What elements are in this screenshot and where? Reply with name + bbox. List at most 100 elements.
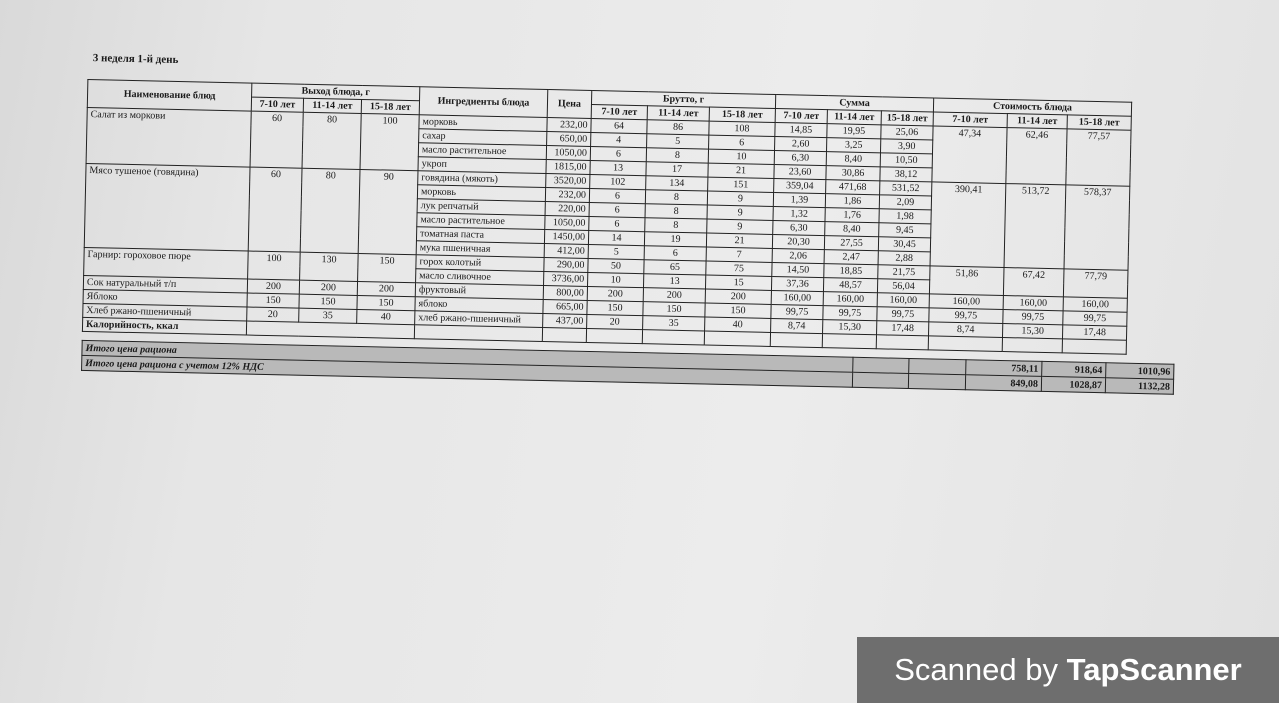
brutto-value: 21 xyxy=(707,163,775,179)
ingredient-price: 1815,00 xyxy=(545,159,591,175)
empty-cell xyxy=(770,332,823,348)
brutto-value: 13 xyxy=(643,273,706,290)
totals-value: 1028,87 xyxy=(1041,376,1106,393)
ingredient-price: 1050,00 xyxy=(544,215,590,231)
totals-value: 1132,28 xyxy=(1105,377,1174,395)
brutto-value: 5 xyxy=(646,133,709,150)
watermark-brand: TapScanner xyxy=(1066,652,1242,687)
brutto-value: 15 xyxy=(705,275,772,291)
ingredient-price: 650,00 xyxy=(546,131,591,147)
sum-value: 30,86 xyxy=(825,165,881,181)
sum-value: 2,47 xyxy=(824,249,879,265)
ingredient-price: 3520,00 xyxy=(545,173,590,189)
dish-name: Мясо тушеное (говядина) xyxy=(84,163,251,252)
sum-value: 37,36 xyxy=(771,276,824,292)
ingredient-price: 3736,00 xyxy=(543,271,588,287)
brutto-value: 6 xyxy=(590,146,647,162)
totals-value: 1010,96 xyxy=(1105,362,1174,380)
sum-value: 18,85 xyxy=(823,263,879,279)
sum-value: 531,52 xyxy=(879,180,932,196)
sum-value: 471,68 xyxy=(825,179,880,195)
dish-cost: 99,75 xyxy=(1062,310,1128,327)
sum-value: 2,09 xyxy=(879,194,932,210)
brutto-value: 14 xyxy=(588,230,645,246)
sum-value: 1,86 xyxy=(825,193,880,209)
sum-value: 27,55 xyxy=(824,235,879,251)
sum-value: 1,32 xyxy=(772,206,826,222)
sum-value: 30,45 xyxy=(878,236,931,252)
sum-value: 160,00 xyxy=(771,290,824,306)
dish-cost: 62,46 xyxy=(1005,127,1068,185)
dish-cost: 17,48 xyxy=(1062,324,1127,341)
empty-cell xyxy=(414,324,543,342)
brutto-value: 5 xyxy=(588,244,645,260)
ingredient-price: 220,00 xyxy=(545,201,590,217)
sum-value: 99,75 xyxy=(770,304,824,320)
sum-value: 56,04 xyxy=(877,278,930,294)
empty-cell xyxy=(928,335,1003,352)
empty-cell xyxy=(642,329,705,346)
brutto-value: 6 xyxy=(708,135,775,151)
sum-value: 25,06 xyxy=(880,124,934,140)
dish-cost: 99,75 xyxy=(1002,309,1064,325)
dish-yield: 150 xyxy=(246,293,300,309)
sum-value: 160,00 xyxy=(823,291,878,307)
empty-cell xyxy=(542,327,587,343)
brutto-value: 150 xyxy=(704,303,772,319)
sum-value: 8,74 xyxy=(770,318,823,334)
dish-yield: 200 xyxy=(247,279,300,295)
brutto-value: 19 xyxy=(644,231,707,248)
dish-yield: 40 xyxy=(356,309,415,325)
brutto-value: 108 xyxy=(708,121,776,137)
sum-value: 14,50 xyxy=(771,262,825,278)
calories-value xyxy=(246,321,415,339)
ingredient-price: 232,00 xyxy=(546,117,592,133)
sum-value: 6,30 xyxy=(774,150,827,166)
brutto-value: 150 xyxy=(642,301,706,318)
dish-cost: 77,79 xyxy=(1063,268,1128,299)
dish-yield: 130 xyxy=(299,252,359,282)
sum-value: 23,60 xyxy=(773,164,827,180)
watermark-prefix: Scanned by xyxy=(894,652,1067,687)
brutto-value: 35 xyxy=(642,315,705,332)
totals-value: 758,11 xyxy=(965,359,1042,377)
calories-label: Калорийность, ккал xyxy=(82,317,247,336)
header-age-2: 15-18 лет xyxy=(709,107,776,123)
empty-cell xyxy=(876,334,929,350)
sum-value: 3,25 xyxy=(826,137,881,153)
dish-cost: 160,00 xyxy=(1003,295,1064,311)
dish-cost: 578,37 xyxy=(1064,184,1130,271)
brutto-value: 17 xyxy=(645,161,709,178)
dish-yield: 200 xyxy=(299,280,358,296)
brutto-value: 40 xyxy=(704,317,771,333)
header-age-0: 7-10 лет xyxy=(591,104,648,120)
header-age-0: 7-10 лет xyxy=(251,97,304,113)
header-price: Цена xyxy=(547,89,592,119)
sum-value: 1,98 xyxy=(878,208,932,224)
header-age-1: 11-14 лет xyxy=(1007,113,1068,129)
empty-cell xyxy=(852,372,909,389)
brutto-value: 6 xyxy=(589,202,646,218)
dish-yield: 20 xyxy=(246,307,299,323)
totals-value: 918,64 xyxy=(1041,361,1106,378)
dish-yield: 80 xyxy=(300,168,361,254)
dish-name: Салат из моркови xyxy=(86,107,252,168)
header-age-2: 15-18 лет xyxy=(1067,114,1132,131)
header-age-1: 11-14 лет xyxy=(647,105,710,122)
document-sheet: 3 неделя 1-й день Наименование блюд Выхо… xyxy=(81,52,1181,395)
sum-value: 2,60 xyxy=(774,136,827,152)
sum-value: 8,40 xyxy=(824,221,879,237)
header-age-1: 11-14 лет xyxy=(303,98,362,114)
sum-value: 99,75 xyxy=(822,305,878,321)
sum-value: 8,40 xyxy=(826,151,881,167)
empty-cell xyxy=(704,331,771,347)
brutto-value: 9 xyxy=(706,219,773,235)
brutto-value: 102 xyxy=(589,174,646,190)
brutto-value: 4 xyxy=(590,132,647,148)
brutto-value: 134 xyxy=(645,175,708,192)
sum-value: 19,95 xyxy=(826,123,882,139)
brutto-value: 8 xyxy=(645,189,708,206)
sum-value: 359,04 xyxy=(773,178,826,194)
menu-table: Наименование блюд Выход блюда, г Ингреди… xyxy=(82,79,1132,355)
brutto-value: 6 xyxy=(644,245,707,262)
